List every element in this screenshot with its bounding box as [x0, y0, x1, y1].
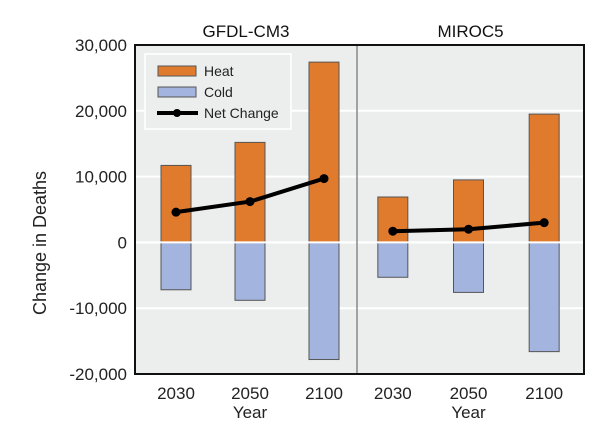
x-axis-label: Year	[451, 403, 486, 422]
net-change-point	[388, 226, 398, 236]
cold-bar	[453, 241, 484, 293]
legend-marker	[173, 109, 181, 117]
y-tick-label: 0	[118, 233, 127, 252]
x-tick-label: 2050	[450, 384, 488, 403]
panel-title: GFDL-CM3	[203, 22, 290, 41]
x-tick-label: 2050	[231, 384, 269, 403]
legend-label: Heat	[204, 63, 234, 79]
legend-label: Net Change	[204, 105, 279, 121]
cold-bar	[308, 241, 340, 361]
legend-swatch-cold	[157, 86, 197, 98]
heat-bar	[160, 164, 192, 243]
heat-bar	[234, 141, 266, 243]
x-tick-label: 2030	[374, 384, 412, 403]
legend: Heat Cold Net Change	[144, 53, 292, 130]
cold-bar	[528, 241, 560, 353]
y-tick-label: 30,000	[75, 36, 127, 55]
net-change-point	[245, 197, 255, 207]
x-tick-label: 2030	[157, 384, 195, 403]
heat-bar	[308, 61, 340, 243]
legend-swatch-heat	[157, 65, 197, 77]
y-tick-label: -10,000	[69, 299, 127, 318]
cold-bar	[160, 241, 192, 291]
y-tick-label: 20,000	[75, 102, 127, 121]
x-axis-label: Year	[233, 403, 268, 422]
panel-miroc5: MIROC5 2030 2050 2100 Year	[357, 22, 584, 422]
plot-frame	[134, 44, 585, 375]
panel-title: MIROC5	[437, 22, 503, 41]
net-change-point	[171, 207, 181, 217]
x-tick-label: 2100	[525, 384, 563, 403]
y-axis-label: Change in Deaths	[30, 171, 50, 315]
y-tick-label: -20,000	[69, 365, 127, 384]
x-tick-label: 2100	[305, 384, 343, 403]
net-change-point	[539, 218, 549, 228]
cold-bar	[377, 241, 409, 278]
y-tick-label: 10,000	[75, 168, 127, 187]
legend-label: Cold	[204, 84, 233, 100]
net-change-point	[319, 174, 329, 184]
net-change-point	[464, 224, 473, 234]
cold-bar	[234, 241, 266, 301]
y-axis-ticks: 30,000 20,000 10,000 0 -10,000 -20,000	[69, 36, 127, 384]
